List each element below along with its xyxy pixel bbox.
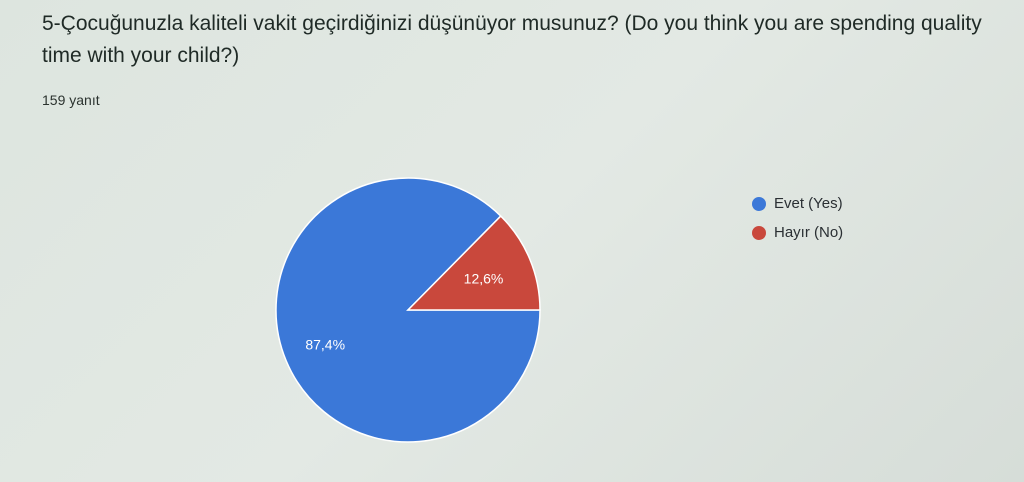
- legend-label-yes: Evet (Yes): [774, 195, 843, 212]
- chart-title: 5-Çocuğunuzla kaliteli vakit geçirdiğini…: [42, 12, 982, 67]
- slice-no[interactable]: [406, 215, 541, 311]
- slice-no-label: 12,6%: [464, 270, 504, 286]
- legend-label-no: Hayır (No): [774, 224, 844, 241]
- legend-swatch-yes: [752, 196, 766, 211]
- slice-yes[interactable]: [275, 177, 541, 443]
- legend-swatch-no: [752, 225, 766, 240]
- legend-item-yes[interactable]: Evet (Yes): [752, 195, 843, 212]
- slice-yes-label: 87,4%: [305, 337, 345, 353]
- response-count: 159 yanıt: [42, 92, 100, 108]
- legend-item-no[interactable]: Hayır (No): [752, 224, 843, 241]
